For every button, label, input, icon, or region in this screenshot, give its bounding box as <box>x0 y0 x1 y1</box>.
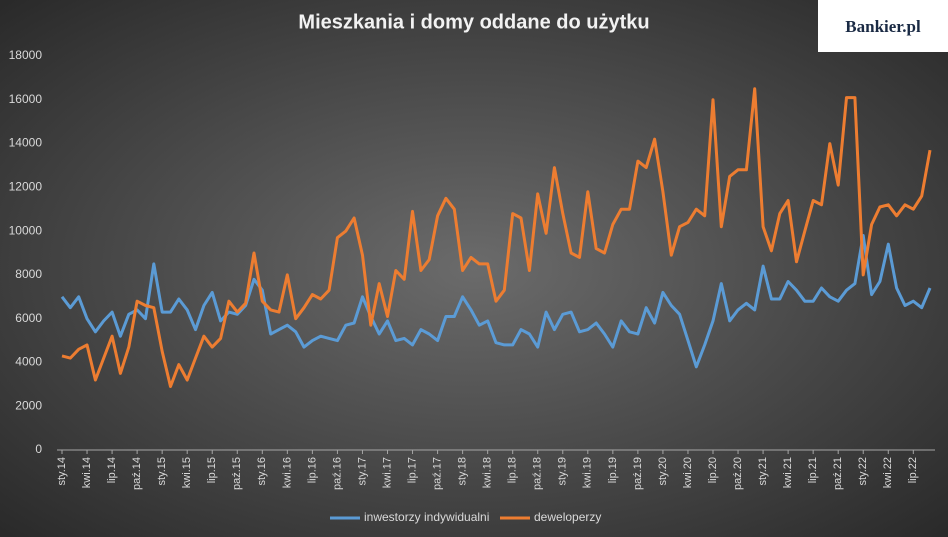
x-tick-label: paź.18 <box>532 457 544 490</box>
chart-title: Mieszkania i domy oddane do użytku <box>298 11 649 33</box>
x-tick-label: lip.18 <box>507 457 519 483</box>
x-tick-label: kwi.18 <box>482 457 494 488</box>
y-tick-label: 2000 <box>15 398 42 412</box>
legend-label: deweloperzy <box>534 510 601 524</box>
x-tick-label: lip.19 <box>607 457 619 483</box>
x-tick-label: lip.15 <box>206 457 218 483</box>
logo: Bankier.pl <box>845 17 921 36</box>
y-tick-label: 6000 <box>15 311 42 325</box>
x-tick-label: sty.17 <box>356 457 368 486</box>
y-tick-label: 0 <box>35 442 42 456</box>
y-tick-label: 12000 <box>9 180 43 194</box>
x-tick-label: sty.22 <box>857 457 869 486</box>
x-tick-label: paź.19 <box>632 457 644 490</box>
x-tick-label: kwi.16 <box>281 457 293 488</box>
legend-label: inwestorzy indywidualni <box>364 510 489 524</box>
x-tick-label: sty.18 <box>457 457 469 486</box>
x-tick-label: lip.16 <box>306 457 318 483</box>
x-tick-label: lip.17 <box>406 457 418 483</box>
x-tick-label: kwi.22 <box>882 457 894 488</box>
x-tick-label: paź.21 <box>832 457 844 490</box>
x-tick-label: kwi.17 <box>381 457 393 488</box>
y-tick-label: 18000 <box>9 48 43 62</box>
x-tick-label: lip.22 <box>907 457 919 483</box>
x-tick-label: sty.14 <box>56 457 68 486</box>
x-tick-label: sty.16 <box>256 457 268 486</box>
x-tick-label: kwi.20 <box>682 457 694 488</box>
series-line <box>61 87 932 388</box>
logo-box <box>818 0 948 52</box>
x-tick-label: paź.17 <box>431 457 443 490</box>
y-tick-label: 10000 <box>9 223 43 237</box>
x-tick-label: lip.20 <box>707 457 719 483</box>
x-tick-label: sty.21 <box>757 457 769 486</box>
y-tick-label: 16000 <box>9 92 43 106</box>
y-tick-label: 14000 <box>9 136 43 150</box>
x-tick-label: kwi.21 <box>782 457 794 488</box>
x-tick-label: lip.21 <box>807 457 819 483</box>
x-tick-label: paź.14 <box>131 457 143 490</box>
y-tick-label: 4000 <box>15 355 42 369</box>
x-tick-label: kwi.19 <box>582 457 594 488</box>
x-tick-label: lip.14 <box>106 457 118 483</box>
x-tick-label: sty.20 <box>657 457 669 486</box>
x-tick-label: kwi.14 <box>81 457 93 488</box>
x-tick-label: sty.15 <box>156 457 168 486</box>
x-tick-label: kwi.15 <box>181 457 193 488</box>
series-line <box>60 234 932 369</box>
x-tick-label: paź.16 <box>331 457 343 490</box>
x-tick-label: paź.15 <box>231 457 243 490</box>
x-tick-label: paź.20 <box>732 457 744 490</box>
y-tick-label: 8000 <box>15 267 42 281</box>
x-tick-label: sty.19 <box>557 457 569 486</box>
